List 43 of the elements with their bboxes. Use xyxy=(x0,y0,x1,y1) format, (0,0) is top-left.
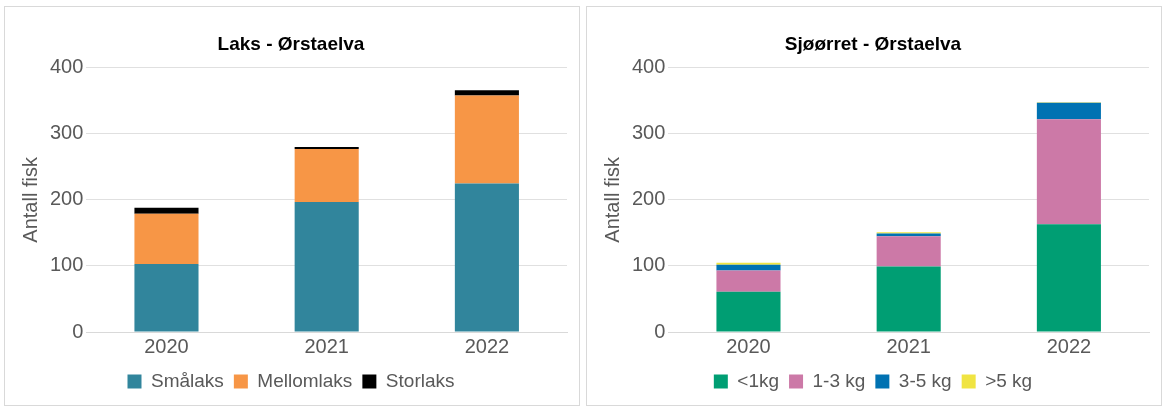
legend-label: Storlaks xyxy=(385,369,455,391)
y-tick-label: 100 xyxy=(49,253,84,276)
y-tick-label: 0 xyxy=(654,319,666,342)
bar xyxy=(294,149,359,202)
bar xyxy=(454,90,519,96)
legend-label: Smålaks xyxy=(151,369,224,391)
bar xyxy=(134,263,199,332)
x-tick-label: 2020 xyxy=(144,334,189,357)
y-tick-label: 0 xyxy=(72,319,84,342)
bar xyxy=(1036,224,1101,332)
bar xyxy=(294,201,359,332)
bar xyxy=(454,95,519,184)
chart-title: Laks - Ørstaelva xyxy=(217,32,365,54)
y-axis-title: Antall fisk xyxy=(600,156,623,243)
y-tick-label: 200 xyxy=(49,187,84,210)
bar xyxy=(134,213,199,264)
chart-title: Sjøørret - Ørstaelva xyxy=(784,32,962,54)
x-tick-label: 2021 xyxy=(304,334,349,357)
legend-label: <1kg xyxy=(737,369,780,391)
bar xyxy=(716,291,781,332)
y-tick-label: 100 xyxy=(631,253,666,276)
y-tick-label: 300 xyxy=(631,121,666,144)
legend-label: Mellomlaks xyxy=(257,369,353,391)
y-tick-label: 400 xyxy=(631,55,666,78)
bar xyxy=(134,207,199,214)
x-tick-label: 2021 xyxy=(886,334,931,357)
bar xyxy=(454,183,519,332)
legend-label: >5 kg xyxy=(985,369,1033,391)
bar xyxy=(876,236,941,267)
x-tick-label: 2020 xyxy=(726,334,771,357)
y-tick-label: 200 xyxy=(631,187,666,210)
legend-label: 3-5 kg xyxy=(898,369,952,391)
bar xyxy=(1036,102,1101,120)
y-tick-label: 300 xyxy=(49,121,84,144)
legend-label: 1-3 kg xyxy=(812,369,866,391)
y-tick-label: 400 xyxy=(49,55,84,78)
bar xyxy=(876,266,941,332)
x-tick-label: 2022 xyxy=(1046,334,1092,357)
bar xyxy=(716,270,781,292)
bar xyxy=(1036,119,1101,225)
x-tick-label: 2022 xyxy=(464,334,510,357)
bar xyxy=(716,264,781,271)
y-axis-title: Antall fisk xyxy=(18,156,41,243)
